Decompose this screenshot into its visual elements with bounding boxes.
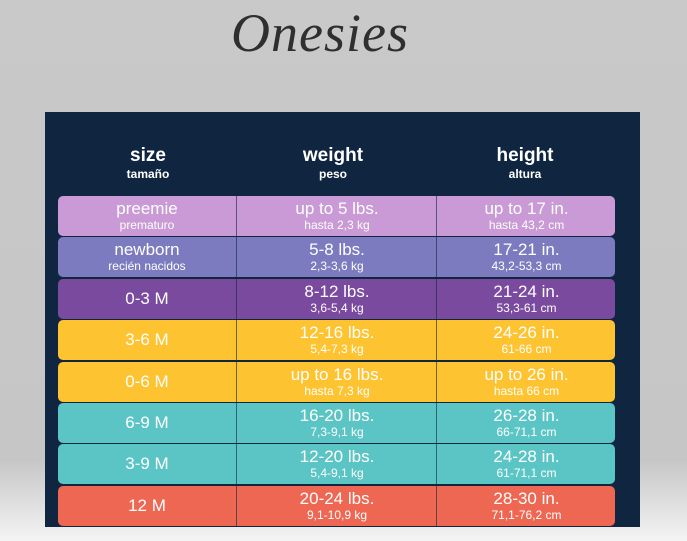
table-cell: up to 16 lbs. hasta 7,3 kg	[236, 361, 437, 402]
cell-sub: recién nacidos	[108, 259, 186, 274]
cell-main: preemie	[116, 199, 178, 218]
cell-sub: 61-66 cm	[501, 342, 552, 357]
table-cell: 20-24 lbs. 9,1-10,9 kg	[236, 485, 437, 526]
size-row: 3-9 M 12-20 lbs. 5,4-9,1 kg 24-28 in. 61-71,…	[58, 444, 616, 485]
header-sublabel: altura	[508, 167, 542, 181]
table-cell: 17-21 in. 43,2-53,3 cm	[436, 237, 616, 278]
cell-main: 21-24 in.	[493, 281, 560, 301]
table-cell: 8-12 lbs. 3,6-5,4 kg	[236, 278, 437, 319]
table-cell: 6-9 M	[58, 403, 236, 443]
cell-sub: 7,3-9,1 kg	[310, 425, 364, 439]
cell-main: 20-24 lbs.	[299, 488, 375, 508]
cell-sub: hasta 2,3 kg	[304, 218, 370, 232]
table-cell: 26-28 in. 66-71,1 cm	[436, 403, 616, 443]
table-cell: preemie prematuro	[58, 196, 236, 236]
table-cell: 12-16 lbs. 5,4-7,3 kg	[236, 320, 437, 361]
cell-sub: 43,2-53,3 cm	[491, 259, 562, 274]
cell-sub: prematuro	[119, 218, 175, 232]
cell-sub: hasta 7,3 kg	[304, 383, 370, 398]
cell-main: 12 M	[128, 495, 166, 515]
column-header: size tamaño	[53, 145, 243, 181]
header-label: height	[496, 145, 554, 166]
table-cell: 12 M	[58, 486, 236, 526]
cell-main: 3-6 M	[125, 330, 169, 350]
cell-main: 26-28 in.	[493, 406, 560, 425]
table-cell: 16-20 lbs. 7,3-9,1 kg	[236, 403, 437, 443]
size-row: 3-6 M 12-16 lbs. 5,4-7,3 kg 24-26 in. 61-66 …	[58, 320, 616, 361]
table-cell: 12-20 lbs. 5,4-9,1 kg	[236, 444, 437, 485]
cell-sub: hasta 66 cm	[493, 383, 560, 398]
cell-main: 16-20 lbs.	[299, 406, 375, 425]
table-cell: 3-9 M	[58, 444, 236, 484]
table-cell: 0-6 M	[58, 362, 236, 402]
cell-sub: 2,3-3,6 kg	[310, 259, 364, 274]
table-cell: newborn recién nacidos	[58, 237, 236, 277]
cell-main: 6-9 M	[125, 413, 169, 432]
title: Onesies	[231, 3, 409, 63]
cell-main: 12-20 lbs.	[299, 447, 375, 467]
table-cell: up to 5 lbs. hasta 2,3 kg	[236, 196, 437, 236]
cell-sub: hasta 43,2 cm	[488, 218, 565, 232]
cell-main: 24-28 in.	[493, 447, 560, 467]
cell-main: 5-8 lbs.	[309, 240, 365, 260]
cell-sub: 9,1-10,9 kg	[306, 507, 368, 522]
cell-main: up to 17 in.	[484, 199, 569, 218]
table-cell: 24-26 in. 61-66 cm	[436, 320, 616, 361]
cell-sub: 5,4-7,3 kg	[310, 342, 364, 357]
table-cell: 0-3 M	[58, 279, 236, 319]
cell-sub: 66-71,1 cm	[496, 425, 557, 439]
column-header: weight peso	[238, 145, 428, 181]
size-row: 0-3 M 8-12 lbs. 3,6-5,4 kg 21-24 in. 53,3-61…	[58, 278, 616, 319]
cell-main: up to 26 in.	[484, 364, 569, 384]
table-cell: up to 17 in. hasta 43,2 cm	[436, 196, 616, 236]
table-cell: 5-8 lbs. 2,3-3,6 kg	[236, 237, 437, 278]
cell-main: 24-26 in.	[493, 323, 560, 343]
cell-sub: 61-71,1 cm	[496, 466, 557, 481]
cell-main: 0-6 M	[125, 371, 169, 391]
size-row: 6-9 M 16-20 lbs. 7,3-9,1 kg 26-28 in. 66-71,…	[58, 403, 615, 443]
size-row: 12 M 20-24 lbs. 9,1-10,9 kg 28-30 in. 71,1-7…	[58, 485, 616, 526]
header-label: size	[130, 145, 166, 166]
column-header: height altura	[430, 145, 620, 181]
cell-sub: 71,1-76,2 cm	[491, 507, 562, 522]
cell-main: 12-16 lbs.	[299, 323, 375, 343]
table-cell: 21-24 in. 53,3-61 cm	[436, 278, 616, 319]
header-sublabel: tamaño	[126, 167, 170, 181]
cell-main: 0-3 M	[125, 288, 169, 308]
cell-main: newborn	[114, 240, 180, 260]
cell-main: up to 5 lbs.	[295, 199, 379, 218]
header-sublabel: peso	[318, 167, 347, 181]
table-cell: 3-6 M	[58, 320, 236, 360]
cell-main: 3-9 M	[125, 454, 169, 474]
cell-main: 8-12 lbs.	[304, 281, 370, 301]
table-cell: 24-28 in. 61-71,1 cm	[436, 444, 616, 485]
table-cell: 28-30 in. 71,1-76,2 cm	[436, 485, 616, 526]
table-cell: up to 26 in. hasta 66 cm	[436, 361, 616, 402]
cell-sub: 5,4-9,1 kg	[310, 466, 364, 481]
cell-sub: 53,3-61 cm	[496, 300, 557, 315]
cell-sub: 3,6-5,4 kg	[310, 300, 364, 315]
size-row: preemie prematuro up to 5 lbs. hasta 2,3 kg…	[58, 196, 615, 236]
cell-main: 17-21 in.	[493, 240, 560, 260]
cell-main: up to 16 lbs.	[290, 364, 384, 384]
size-row: newborn recién nacidos 5-8 lbs. 2,3-3,6 kg 1…	[58, 237, 616, 278]
cell-main: 28-30 in.	[493, 488, 560, 508]
header-label: weight	[302, 145, 364, 166]
